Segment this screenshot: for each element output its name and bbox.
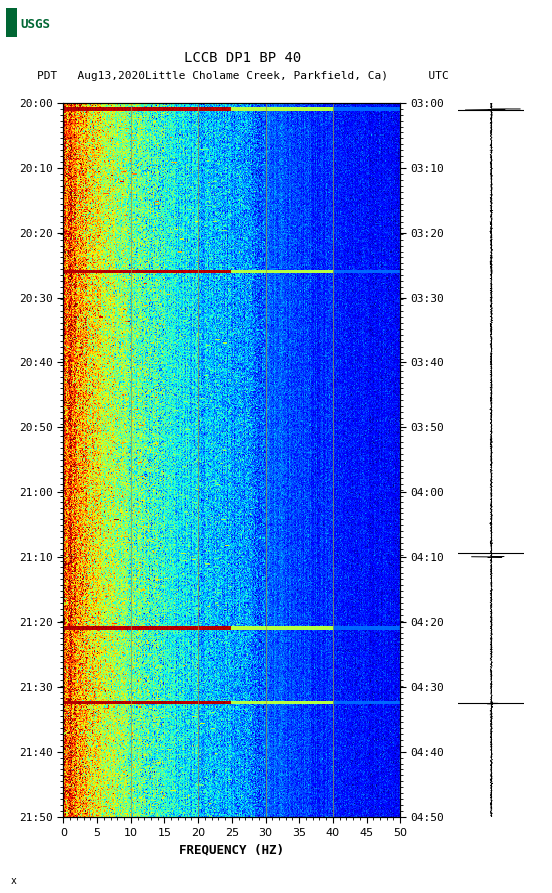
Text: LCCB DP1 BP 40: LCCB DP1 BP 40 (184, 51, 301, 65)
Text: PDT   Aug13,2020Little Cholame Creek, Parkfield, Ca)      UTC: PDT Aug13,2020Little Cholame Creek, Park… (37, 71, 449, 81)
Text: USGS: USGS (20, 18, 50, 30)
Text: x: x (11, 876, 17, 886)
FancyBboxPatch shape (6, 8, 18, 37)
X-axis label: FREQUENCY (HZ): FREQUENCY (HZ) (179, 843, 284, 856)
